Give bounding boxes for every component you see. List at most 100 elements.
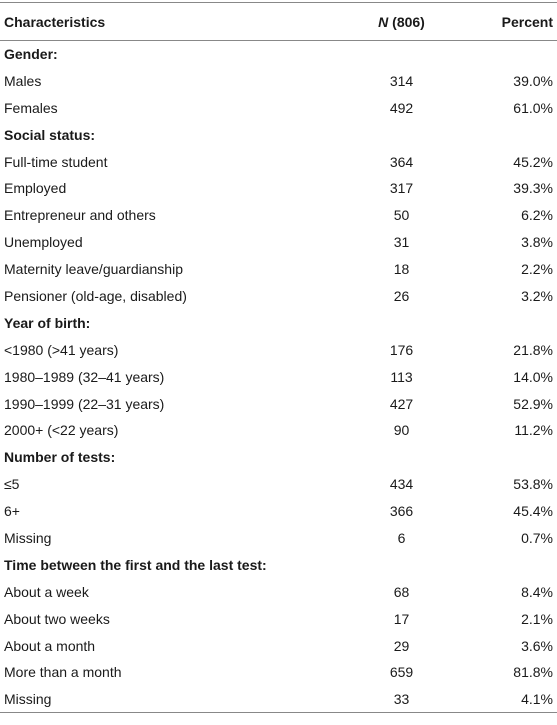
section-row: Year of birth: bbox=[0, 309, 557, 336]
percent-cell: 4.1% bbox=[521, 691, 553, 708]
section-title: Time between the first and the last test… bbox=[4, 556, 267, 573]
table-header: Characteristics N (806) Percent bbox=[0, 2, 557, 41]
percent-cell: 3.6% bbox=[521, 637, 553, 654]
percent-cell: 14.0% bbox=[513, 368, 553, 385]
count-cell: 33 bbox=[393, 691, 410, 708]
section-row: Social status: bbox=[0, 121, 557, 148]
percent-cell: 2.1% bbox=[521, 610, 553, 627]
data-row: Missing 6 0.7% bbox=[0, 525, 557, 552]
data-row: Entrepreneur and others 50 6.2% bbox=[0, 202, 557, 229]
data-row: About a month 29 3.6% bbox=[0, 632, 557, 659]
header-cell: N (806) bbox=[344, 3, 459, 41]
count-cell: 427 bbox=[389, 395, 414, 412]
header-row: Characteristics N (806) Percent bbox=[0, 2, 557, 41]
count-cell: 314 bbox=[389, 72, 414, 89]
data-row: 6+ 366 45.4% bbox=[0, 498, 557, 525]
percent-cell: 81.8% bbox=[513, 664, 553, 681]
data-row: Pensioner (old-age, disabled) 26 3.2% bbox=[0, 283, 557, 310]
label-cell: <1980 (>41 years) bbox=[4, 341, 119, 358]
percent-cell: 3.2% bbox=[521, 287, 553, 304]
label-cell: Missing bbox=[4, 529, 52, 546]
count-cell: 31 bbox=[393, 234, 410, 251]
label-cell: About two weeks bbox=[4, 610, 110, 627]
label-cell: More than a month bbox=[4, 664, 122, 681]
label-cell: Entrepreneur and others bbox=[4, 207, 156, 224]
data-row: Employed 317 39.3% bbox=[0, 175, 557, 202]
count-cell: 29 bbox=[393, 637, 410, 654]
data-row: Females 492 61.0% bbox=[0, 94, 557, 121]
count-cell: 26 bbox=[393, 287, 410, 304]
data-row: About a week 68 8.4% bbox=[0, 578, 557, 605]
count-cell: 50 bbox=[393, 207, 410, 224]
percent-cell: 0.7% bbox=[521, 529, 553, 546]
header-n-symbol: N bbox=[378, 13, 389, 30]
section-row: Gender: bbox=[0, 41, 557, 68]
percent-cell: 2.2% bbox=[521, 261, 553, 278]
section-title: Social status: bbox=[4, 126, 96, 143]
label-cell: 1990–1999 (22–31 years) bbox=[4, 395, 165, 412]
count-cell: 492 bbox=[389, 99, 414, 116]
label-cell: Unemployed bbox=[4, 234, 83, 251]
data-row: <1980 (>41 years) 176 21.8% bbox=[0, 336, 557, 363]
percent-cell: 21.8% bbox=[513, 341, 553, 358]
label-cell: Full-time student bbox=[4, 153, 108, 170]
percent-cell: 8.4% bbox=[521, 583, 553, 600]
percent-cell: 52.9% bbox=[513, 395, 553, 412]
data-row: 1990–1999 (22–31 years) 427 52.9% bbox=[0, 390, 557, 417]
count-cell: 659 bbox=[389, 664, 414, 681]
count-cell: 113 bbox=[390, 368, 413, 385]
count-cell: 364 bbox=[389, 153, 414, 170]
label-cell: Pensioner (old-age, disabled) bbox=[4, 287, 187, 304]
label-cell: 2000+ (<22 years) bbox=[4, 422, 119, 439]
count-cell: 17 bbox=[393, 610, 410, 627]
data-row: About two weeks 17 2.1% bbox=[0, 605, 557, 632]
count-cell: 317 bbox=[389, 180, 414, 197]
section-title: Year of birth: bbox=[4, 314, 91, 331]
percent-cell: 45.4% bbox=[513, 503, 553, 520]
percent-cell: 53.8% bbox=[513, 476, 553, 493]
header-n-total: (806) bbox=[392, 13, 425, 30]
data-row: Unemployed 31 3.8% bbox=[0, 229, 557, 256]
table-body: Gender: Males 314 39.0% Females 492 61.0% Socia… bbox=[0, 41, 557, 713]
count-cell: 68 bbox=[393, 583, 410, 600]
data-row: 2000+ (<22 years) 90 11.2% bbox=[0, 417, 557, 444]
header-cell: Percent bbox=[501, 13, 553, 30]
percent-cell: 6.2% bbox=[521, 207, 553, 224]
count-cell: 18 bbox=[393, 261, 410, 278]
label-cell: 1980–1989 (32–41 years) bbox=[4, 368, 165, 385]
label-cell: About a month bbox=[4, 637, 96, 654]
label-cell: Males bbox=[4, 72, 42, 89]
label-cell: Females bbox=[4, 99, 58, 116]
percent-cell: 39.3% bbox=[513, 180, 553, 197]
section-title: Gender: bbox=[4, 46, 58, 63]
count-cell: 6 bbox=[397, 529, 406, 546]
header-cell: Characteristics bbox=[4, 13, 106, 30]
percent-cell: 61.0% bbox=[513, 99, 553, 116]
label-cell: 6+ bbox=[4, 503, 20, 520]
percent-cell: 3.8% bbox=[521, 234, 553, 251]
data-row: More than a month 659 81.8% bbox=[0, 659, 557, 686]
count-cell: 176 bbox=[389, 341, 414, 358]
label-cell: About a week bbox=[4, 583, 89, 600]
label-cell: Maternity leave/guardianship bbox=[4, 261, 183, 278]
count-cell: 434 bbox=[389, 476, 414, 493]
data-row: Maternity leave/guardianship 18 2.2% bbox=[0, 256, 557, 283]
data-row: 1980–1989 (32–41 years) 113 14.0% bbox=[0, 363, 557, 390]
label-cell: Employed bbox=[4, 180, 67, 197]
percent-cell: 45.2% bbox=[513, 153, 553, 170]
percent-cell: 39.0% bbox=[513, 72, 553, 89]
percent-cell: 11.2% bbox=[514, 422, 553, 439]
section-row: Time between the first and the last test… bbox=[0, 551, 557, 578]
label-cell: Missing bbox=[4, 691, 52, 708]
section-title: Number of tests: bbox=[4, 449, 116, 466]
data-row: ≤5 434 53.8% bbox=[0, 471, 557, 498]
count-cell: 366 bbox=[389, 503, 414, 520]
data-row: Missing 33 4.1% bbox=[0, 686, 557, 713]
count-cell: 90 bbox=[393, 422, 410, 439]
section-row: Number of tests: bbox=[0, 444, 557, 471]
data-row: Males 314 39.0% bbox=[0, 67, 557, 94]
label-cell: ≤5 bbox=[4, 476, 20, 493]
data-row: Full-time student 364 45.2% bbox=[0, 148, 557, 175]
